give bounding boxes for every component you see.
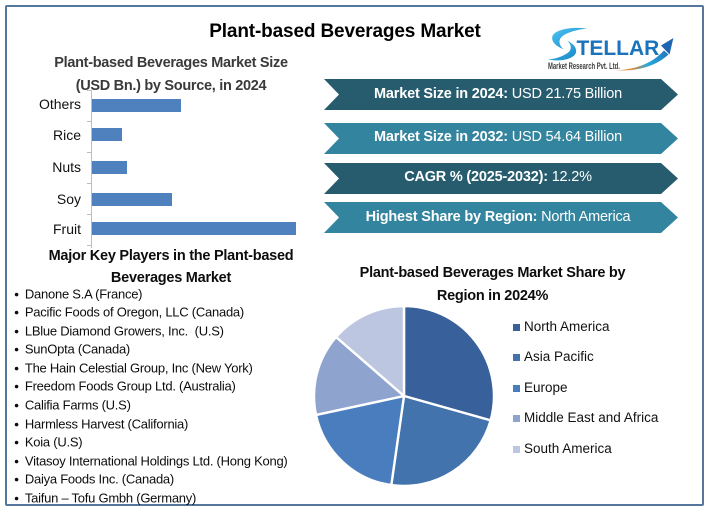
- svg-text:TELLAR: TELLAR: [577, 37, 660, 60]
- svg-text:Market Research Pvt. Ltd.: Market Research Pvt. Ltd.: [548, 61, 620, 72]
